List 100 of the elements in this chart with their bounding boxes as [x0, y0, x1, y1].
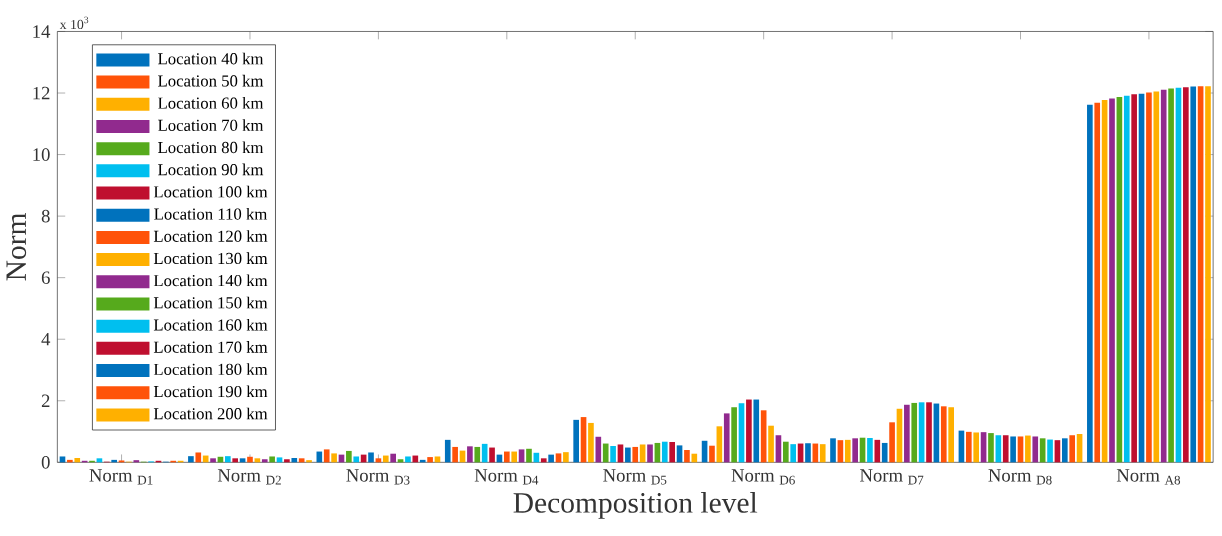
bar: [269, 456, 275, 463]
bar: [511, 451, 518, 463]
bar: [74, 457, 81, 463]
legend-label: Location 180 km: [153, 363, 268, 375]
bar: [874, 439, 881, 463]
bar: [1168, 88, 1174, 463]
bar: [306, 460, 312, 463]
bar: [588, 422, 594, 463]
bar: [782, 441, 789, 463]
bar: [1183, 87, 1189, 463]
legend-label: Location 150 km: [153, 296, 268, 309]
bar: [1131, 94, 1137, 463]
bar: [1160, 89, 1167, 463]
bar: [353, 456, 360, 463]
bar: [661, 441, 668, 463]
bar: [1123, 95, 1130, 463]
legend-label: Location 130 km: [153, 252, 268, 265]
bar: [1190, 86, 1197, 463]
bar: [444, 439, 451, 463]
legend-label: Location 170 km: [153, 341, 268, 353]
legend-label: Location 60 km: [158, 96, 264, 109]
bar: [225, 456, 231, 463]
bar: [965, 431, 972, 463]
legend-label: Location 200 km: [153, 407, 268, 420]
bar: [427, 457, 433, 463]
bar: [1061, 438, 1068, 463]
x-tick-label: Norm $_{D8}$: [988, 469, 1052, 485]
x-tick-label: Norm $_{A8}$: [1116, 469, 1181, 485]
bar: [548, 454, 554, 463]
legend-label: Location 110 km: [154, 207, 268, 220]
bar: [731, 407, 737, 463]
bar: [323, 449, 330, 463]
x-tick-label: Norm $_{D6}$: [731, 469, 795, 485]
bar: [790, 444, 797, 463]
bar: [753, 399, 760, 463]
bar: [973, 432, 980, 463]
legend-label: Location 140 km: [153, 274, 268, 287]
bar: [632, 446, 639, 463]
legend-label: Location 40 km: [158, 52, 264, 65]
bar: [331, 453, 337, 463]
bar: [948, 407, 954, 463]
legend-label: Location 120 km: [153, 230, 268, 242]
y-tick-label: 14: [33, 25, 51, 38]
bar: [684, 449, 690, 463]
bar: [563, 452, 569, 463]
bar: [889, 422, 895, 463]
bar: [1025, 435, 1031, 463]
bar: [746, 399, 752, 463]
bar: [911, 402, 918, 463]
bar: [610, 445, 616, 463]
bar: [940, 406, 947, 463]
x-tick-label: Norm $_{D1}$: [89, 469, 153, 485]
bar: [867, 437, 873, 463]
bar: [881, 442, 888, 463]
x-axis-title: Decomposition level: [513, 492, 758, 519]
bar: [188, 456, 194, 463]
bar: [291, 457, 298, 463]
y-tick-label: 4: [41, 333, 51, 346]
y-tick-label: 6: [41, 271, 50, 284]
x-tick-label: Norm $_{D2}$: [217, 469, 281, 485]
bar: [625, 447, 631, 463]
bar: [232, 458, 239, 463]
legend-label: Location 90 km: [158, 163, 264, 176]
bar: [709, 445, 715, 463]
bar: [467, 446, 473, 463]
bar: [1153, 91, 1160, 463]
bar: [1146, 92, 1152, 463]
bar: [573, 419, 579, 463]
bar: [723, 413, 730, 463]
bar: [405, 456, 411, 463]
y-tick-label: 12: [33, 86, 50, 100]
bar: [540, 458, 547, 463]
bar: [1069, 435, 1076, 463]
bar: [1109, 98, 1115, 463]
bar: [602, 443, 609, 463]
bar: [830, 438, 836, 463]
bar: [247, 456, 253, 463]
bar: [1047, 439, 1053, 463]
legend-label: Location 160 km: [153, 318, 268, 331]
bar: [1205, 86, 1211, 463]
bar: [805, 443, 811, 463]
x-tick-label: Norm $_{D7}$: [860, 469, 924, 485]
bar: [904, 404, 910, 463]
bar: [474, 446, 481, 463]
x-tick-label: Norm $_{D3}$: [346, 469, 410, 485]
bar: [1087, 104, 1093, 463]
bar: [555, 453, 562, 463]
bar: [489, 447, 495, 463]
bar: [1002, 435, 1009, 463]
bar: [852, 438, 858, 463]
y-axis-title: Norm: [6, 212, 27, 281]
y-tick-label: 2: [41, 394, 50, 407]
bar: [59, 456, 66, 463]
bar: [844, 439, 851, 463]
bar: [1094, 102, 1101, 463]
bar: [647, 444, 653, 463]
y-tick-label: 10: [33, 148, 50, 161]
bar: [412, 455, 419, 463]
bar: [346, 450, 352, 463]
y-tick-label: 8: [41, 209, 50, 223]
